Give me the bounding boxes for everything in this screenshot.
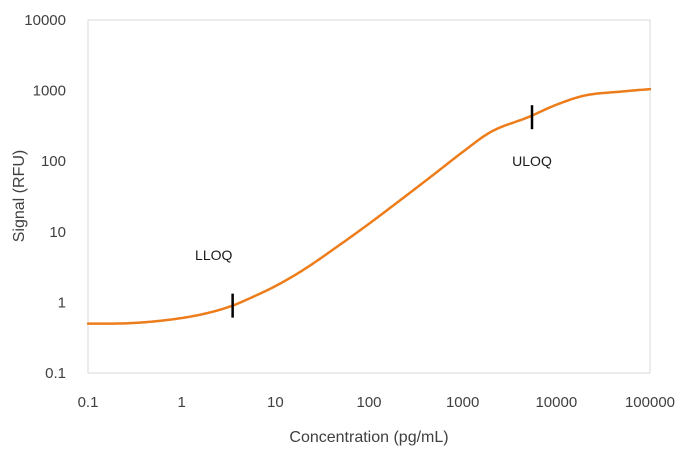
lloq-label: LLOQ [195,247,232,263]
calibration-curve [86,87,652,325]
x-tick-label: 100000 [625,394,675,411]
x-tick-label: 1000 [446,394,479,411]
x-tick-label: 10000 [535,394,577,411]
y-tick-label: 1 [58,294,66,311]
x-axis-tick-labels: 0.1 1 10 100 1000 10000 100000 [78,394,675,411]
x-axis-title: Concentration (pg/mL) [289,429,448,446]
annotations: LLOQ ULOQ [195,105,552,318]
uloq-label: ULOQ [512,153,552,169]
x-tick-label: 0.1 [78,394,99,411]
y-tick-label: 1000 [33,83,66,100]
x-tick-label: 100 [356,394,381,411]
y-axis-title: Signal (RFU) [11,150,28,242]
y-tick-label: 100 [41,153,66,170]
y-tick-label: 0.1 [45,365,66,382]
y-axis-tick-labels: 0.1 1 10 100 1000 10000 [24,12,66,382]
x-tick-label: 1 [177,394,185,411]
x-tick-label: 10 [267,394,284,411]
plot-area [87,19,651,374]
y-tick-label: 10000 [24,12,66,29]
y-tick-label: 10 [49,224,66,241]
